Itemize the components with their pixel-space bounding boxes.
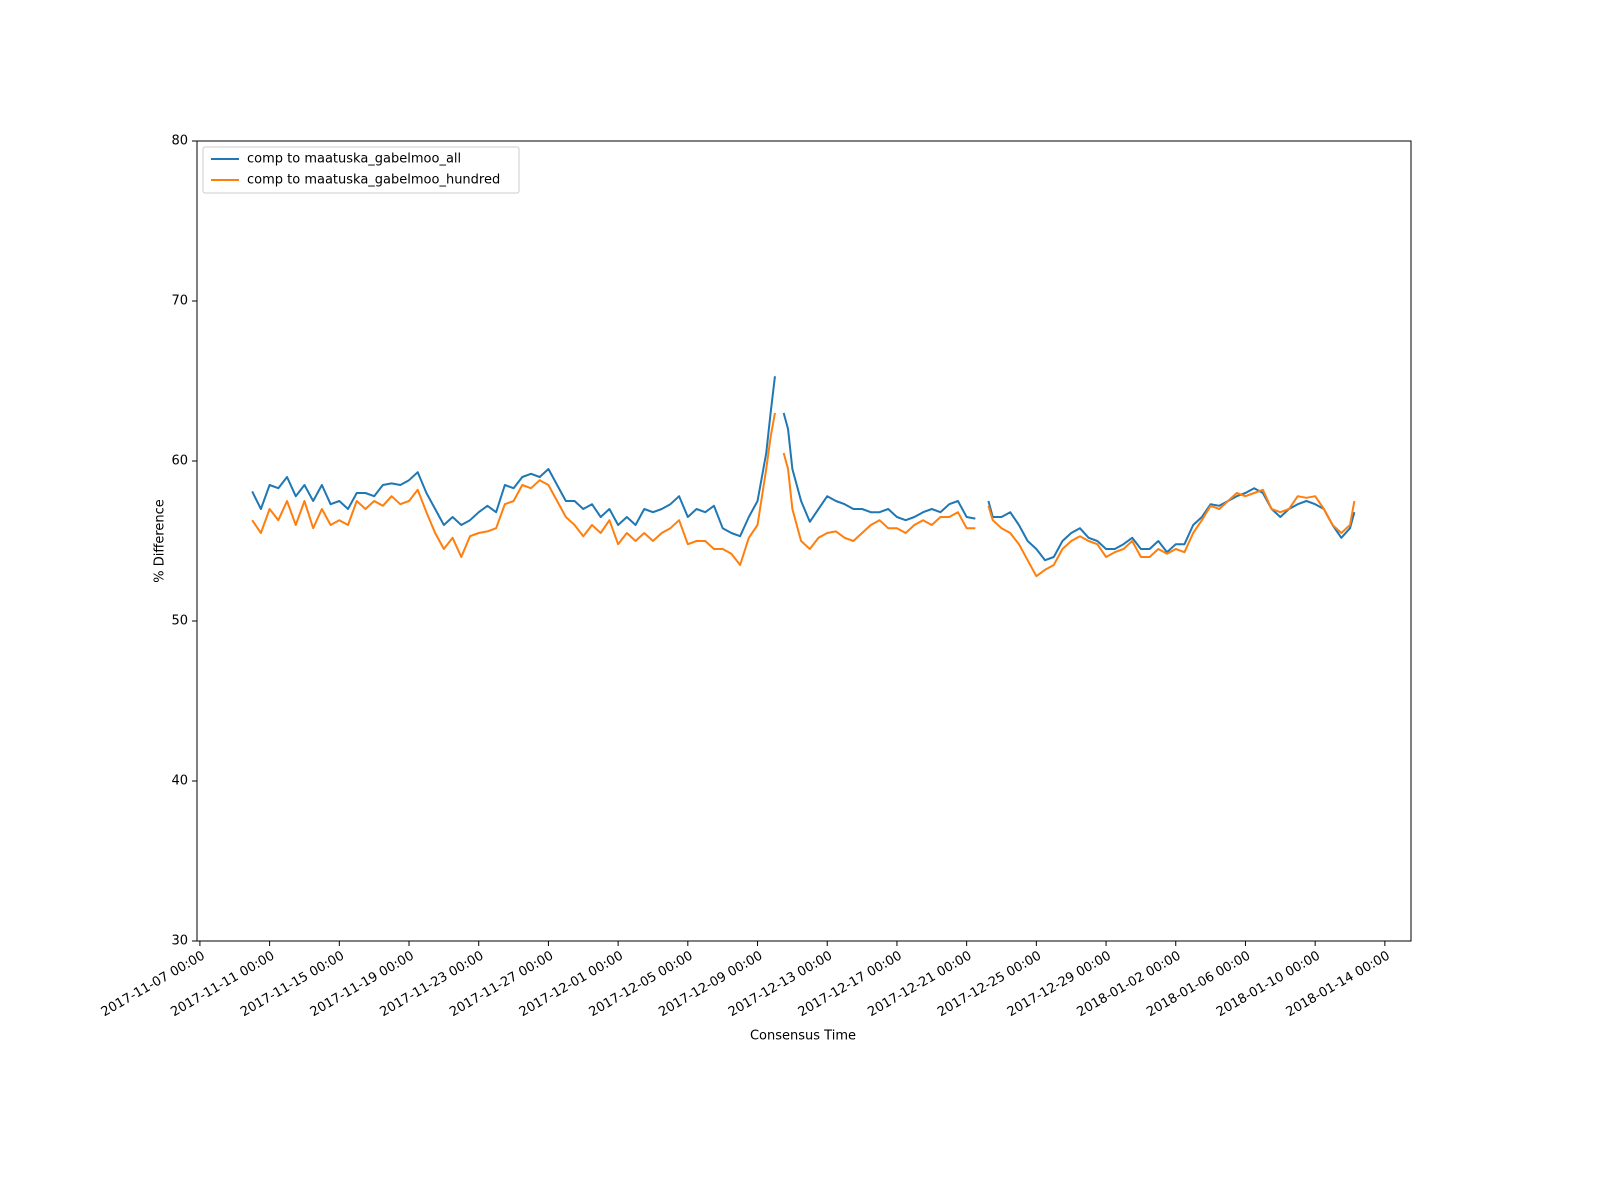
y-tick-label: 80 bbox=[171, 134, 188, 149]
legend-label: comp to maatuska_gabelmoo_hundred bbox=[247, 173, 500, 188]
y-axis-label: % Difference bbox=[153, 499, 168, 583]
y-tick-label: 60 bbox=[171, 454, 188, 469]
x-axis-label: Consensus Time bbox=[750, 1029, 856, 1044]
y-tick-label: 50 bbox=[171, 614, 188, 629]
y-tick-label: 40 bbox=[171, 774, 188, 789]
legend-box bbox=[202, 146, 520, 194]
y-tick-label: 70 bbox=[171, 294, 188, 309]
legend-label: comp to maatuska_gabelmoo_all bbox=[247, 152, 461, 167]
series-line bbox=[251, 412, 1356, 578]
series-line bbox=[251, 376, 1356, 562]
plot-frame bbox=[196, 140, 1412, 942]
y-tick-label: 30 bbox=[171, 934, 188, 949]
